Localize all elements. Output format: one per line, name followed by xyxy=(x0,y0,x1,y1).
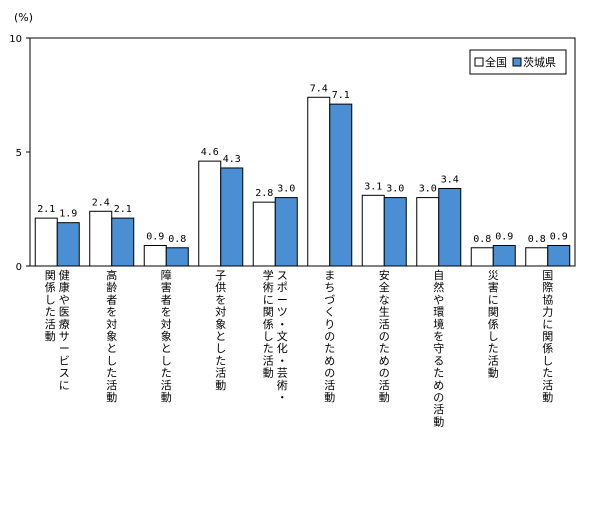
data-label: 3.0 xyxy=(419,184,437,195)
data-label: 2.1 xyxy=(114,204,132,215)
data-label: 3.4 xyxy=(441,174,459,185)
data-label: 3.0 xyxy=(277,184,295,195)
data-label: 7.1 xyxy=(332,90,350,101)
data-label: 4.6 xyxy=(201,147,219,158)
bar-ibaraki xyxy=(438,187,462,267)
category-label: 障害者を対象とした活動 xyxy=(161,268,172,404)
data-label: 0.8 xyxy=(528,234,546,245)
bar-national xyxy=(416,197,440,267)
data-label: 0.9 xyxy=(550,231,568,242)
data-label: 4.3 xyxy=(223,154,241,165)
legend-label: 全国 xyxy=(485,55,507,69)
bar-ibaraki xyxy=(492,244,516,267)
category-label: 高齢者を対象とした活動 xyxy=(106,268,117,404)
data-label: 3.1 xyxy=(364,181,382,192)
data-label: 2.8 xyxy=(255,188,273,199)
bar-national xyxy=(470,247,494,267)
category-label: 学術に関係した活動 xyxy=(263,268,274,380)
data-label: 0.9 xyxy=(495,231,513,242)
category-label: 子供を対象とした活動 xyxy=(215,269,226,392)
legend: 全国 茨城県 xyxy=(469,49,567,75)
bar-national xyxy=(307,96,331,267)
category-label: まちづくりのための活動 xyxy=(324,269,335,404)
y-tick-label: 0 xyxy=(16,262,22,273)
bar-national xyxy=(89,210,113,267)
data-label: 7.4 xyxy=(310,83,328,94)
bar-national xyxy=(252,201,276,267)
legend-swatch xyxy=(474,57,484,67)
bar-ibaraki xyxy=(111,217,135,267)
bar-ibaraki xyxy=(274,197,298,267)
data-label: 2.1 xyxy=(37,204,55,215)
category-label: 国際協力に関係した活動 xyxy=(542,269,553,404)
data-label: 0.8 xyxy=(473,234,491,245)
data-label: 0.9 xyxy=(146,231,164,242)
bar-ibaraki xyxy=(547,244,571,267)
bar-ibaraki xyxy=(56,222,80,267)
category-label: 健康や医療サービスに xyxy=(59,269,70,392)
data-label: 0.8 xyxy=(168,234,186,245)
bar-national xyxy=(143,244,167,267)
bar-national xyxy=(525,247,549,267)
bar-national xyxy=(34,217,58,267)
bar-national xyxy=(361,194,385,267)
bar-ibaraki xyxy=(165,247,189,267)
category-label: スポーツ・文化・芸術・ xyxy=(277,269,288,404)
category-label: 安全な生活のための活動 xyxy=(379,268,390,404)
bar-ibaraki xyxy=(383,197,407,267)
category-label: 災害に関係した活動 xyxy=(488,269,499,380)
data-label: 2.4 xyxy=(92,197,110,208)
bar-ibaraki xyxy=(220,167,244,267)
category-label: 自然や環境を守るための活動 xyxy=(433,269,444,428)
y-unit-label: (%) xyxy=(14,11,33,24)
legend-swatch xyxy=(512,57,522,67)
legend-label: 茨城県 xyxy=(523,55,556,69)
y-tick-label: 5 xyxy=(16,148,22,159)
bar-ibaraki xyxy=(329,103,353,267)
category-label: 関係した活動 xyxy=(45,269,56,343)
bar-national xyxy=(198,160,222,267)
data-label: 3.0 xyxy=(386,184,404,195)
y-tick-label: 10 xyxy=(9,34,22,45)
data-label: 1.9 xyxy=(59,209,77,220)
